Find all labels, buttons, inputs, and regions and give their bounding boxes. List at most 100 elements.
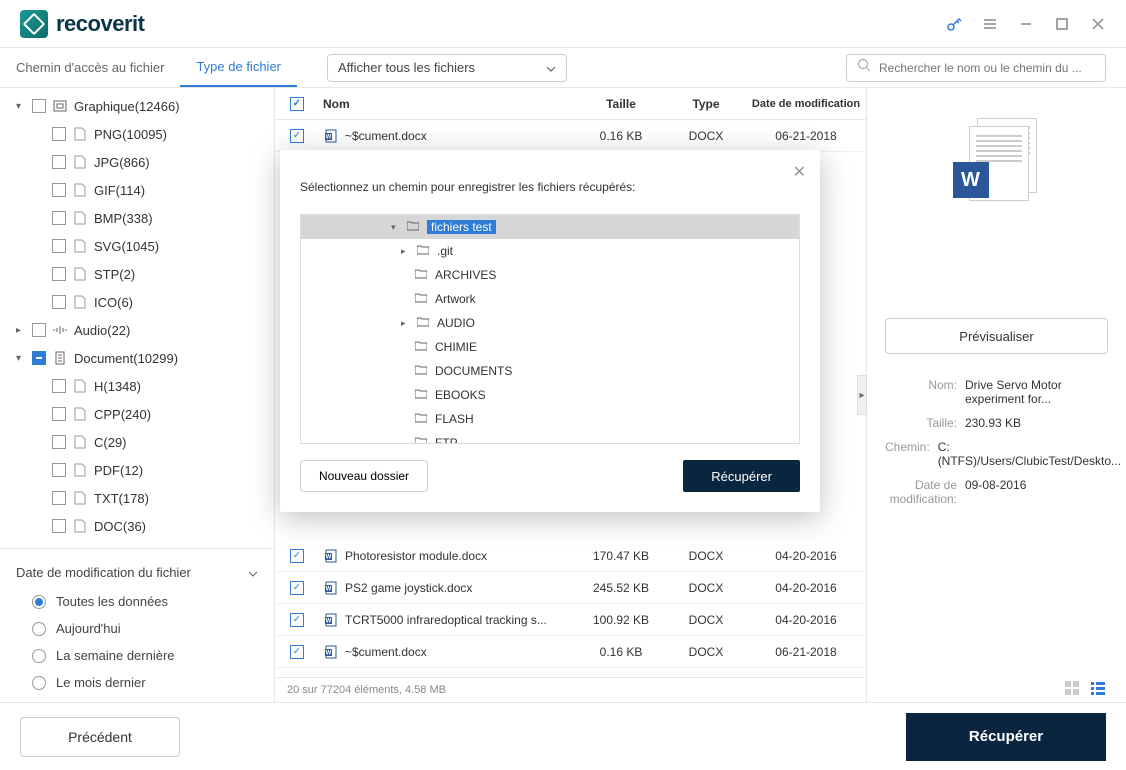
collapse-icon[interactable]: ▾: [391, 222, 401, 233]
checkbox[interactable]: [52, 463, 66, 477]
tree-child-item[interactable]: CPP(240): [0, 400, 274, 428]
filter-dropdown[interactable]: Afficher tous les fichiers: [327, 54, 567, 82]
meta-size-label: Taille:: [885, 416, 965, 430]
radio-label: Aujourd'hui: [56, 621, 121, 636]
folder-row[interactable]: FLASH: [301, 407, 799, 431]
folder-row-selected[interactable]: ▾ fichiers test: [301, 215, 799, 239]
checkbox[interactable]: [52, 267, 66, 281]
date-radio-item[interactable]: Aujourd'hui: [0, 615, 274, 642]
menu-icon[interactable]: [982, 16, 998, 32]
folder-label: FLASH: [435, 412, 474, 426]
file-row[interactable]: ✓W~$cument.docx0.16 KBDOCX06-21-2018: [275, 636, 866, 668]
tree-audio[interactable]: ▸ Audio(22): [0, 316, 274, 344]
tree-child-item[interactable]: PDF(12): [0, 456, 274, 484]
tree-child-item[interactable]: TXT(178): [0, 484, 274, 512]
tab-file-type[interactable]: Type de fichier: [180, 48, 297, 87]
checkbox[interactable]: [52, 379, 66, 393]
folder-row[interactable]: EBOOKS: [301, 383, 799, 407]
collapse-icon[interactable]: ▾: [16, 353, 26, 364]
col-type[interactable]: Type: [666, 97, 746, 111]
recover-button[interactable]: Récupérer: [906, 713, 1106, 761]
list-view-icon[interactable]: [1090, 680, 1108, 698]
row-checkbox[interactable]: ✓: [290, 613, 304, 627]
tree-child-item[interactable]: GIF(114): [0, 176, 274, 204]
preview-button[interactable]: Prévisualiser: [885, 318, 1108, 354]
row-checkbox[interactable]: ✓: [290, 581, 304, 595]
folder-row[interactable]: ▸AUDIO: [301, 311, 799, 335]
radio[interactable]: [32, 595, 46, 609]
select-all-checkbox[interactable]: ✓: [290, 97, 304, 111]
expand-icon[interactable]: ▸: [401, 246, 411, 257]
file-row[interactable]: ✓WPhotoresistor module.docx170.47 KBDOCX…: [275, 540, 866, 572]
row-checkbox[interactable]: ✓: [290, 645, 304, 659]
file-row[interactable]: ✓W~$fezfzf.docx0.16 KBDOCX07-24-2015: [275, 668, 866, 677]
tree-child-item[interactable]: ICO(6): [0, 288, 274, 316]
radio[interactable]: [32, 622, 46, 636]
radio[interactable]: [32, 676, 46, 690]
date-radio-item[interactable]: Le mois dernier: [0, 669, 274, 696]
folder-row[interactable]: ARCHIVES: [301, 263, 799, 287]
checkbox[interactable]: [52, 407, 66, 421]
search-box[interactable]: [846, 54, 1106, 82]
file-icon: [72, 463, 88, 477]
folder-row[interactable]: CHIMIE: [301, 335, 799, 359]
tree-graphique[interactable]: ▾ Graphique(12466): [0, 92, 274, 120]
new-folder-button[interactable]: Nouveau dossier: [300, 460, 428, 492]
checkbox[interactable]: [52, 155, 66, 169]
key-icon[interactable]: [946, 16, 962, 32]
tree-child-item[interactable]: STP(2): [0, 260, 274, 288]
grid-view-icon[interactable]: [1064, 680, 1082, 698]
tree-child-item[interactable]: DOC(36): [0, 512, 274, 540]
col-size[interactable]: Taille: [576, 97, 666, 111]
tree-child-item[interactable]: SVG(1045): [0, 232, 274, 260]
expand-icon[interactable]: ▸: [401, 318, 411, 329]
tree-child-item[interactable]: C(29): [0, 428, 274, 456]
date-radio-item[interactable]: Toutes les données: [0, 588, 274, 615]
folder-row[interactable]: ▸.git: [301, 239, 799, 263]
tree-child-item[interactable]: PNG(10095): [0, 120, 274, 148]
checkbox[interactable]: [52, 127, 66, 141]
checkbox[interactable]: [52, 295, 66, 309]
file-date: 04-20-2016: [746, 549, 866, 563]
folder-row[interactable]: FTP: [301, 431, 799, 444]
modal-close-icon[interactable]: ✕: [793, 162, 806, 182]
close-icon[interactable]: [1090, 16, 1106, 32]
folder-label: CHIMIE: [435, 340, 477, 354]
checkbox[interactable]: [52, 239, 66, 253]
minimize-icon[interactable]: [1018, 16, 1034, 32]
modal-recover-button[interactable]: Récupérer: [683, 460, 800, 492]
date-radio-item[interactable]: La semaine dernière: [0, 642, 274, 669]
tab-file-path[interactable]: Chemin d'accès au fichier: [0, 48, 180, 87]
checkbox[interactable]: [32, 323, 46, 337]
file-row[interactable]: ✓WPS2 game joystick.docx245.52 KBDOCX04-…: [275, 572, 866, 604]
row-checkbox[interactable]: ✓: [290, 549, 304, 563]
maximize-icon[interactable]: [1054, 16, 1070, 32]
tree-label: TXT(178): [94, 491, 149, 506]
checkbox[interactable]: [52, 491, 66, 505]
collapse-icon[interactable]: ▾: [16, 101, 26, 112]
tree-document[interactable]: ▾ Document(10299): [0, 344, 274, 372]
row-checkbox[interactable]: ✓: [290, 129, 304, 143]
date-filter-header[interactable]: Date de modification du fichier: [0, 557, 274, 588]
checkbox[interactable]: [52, 435, 66, 449]
checkbox[interactable]: [52, 211, 66, 225]
tree-child-item[interactable]: BMP(338): [0, 204, 274, 232]
file-row[interactable]: ✓W~$cument.docx0.16 KBDOCX06-21-2018: [275, 120, 866, 152]
folder-row[interactable]: DOCUMENTS: [301, 359, 799, 383]
col-date[interactable]: Date de modification: [746, 98, 866, 110]
checkbox[interactable]: [32, 99, 46, 113]
tree-label: CPP(240): [94, 407, 151, 422]
folder-row[interactable]: Artwork: [301, 287, 799, 311]
radio[interactable]: [32, 649, 46, 663]
file-row[interactable]: ✓WTCRT5000 infraredoptical tracking s...…: [275, 604, 866, 636]
expand-icon[interactable]: ▸: [16, 325, 26, 336]
back-button[interactable]: Précédent: [20, 717, 180, 757]
expand-handle[interactable]: ▸: [857, 375, 867, 415]
search-input[interactable]: [879, 61, 1095, 75]
checkbox[interactable]: [52, 183, 66, 197]
col-name[interactable]: Nom: [319, 97, 576, 111]
checkbox-checked[interactable]: [32, 351, 46, 365]
checkbox[interactable]: [52, 519, 66, 533]
tree-child-item[interactable]: JPG(866): [0, 148, 274, 176]
tree-child-item[interactable]: H(1348): [0, 372, 274, 400]
